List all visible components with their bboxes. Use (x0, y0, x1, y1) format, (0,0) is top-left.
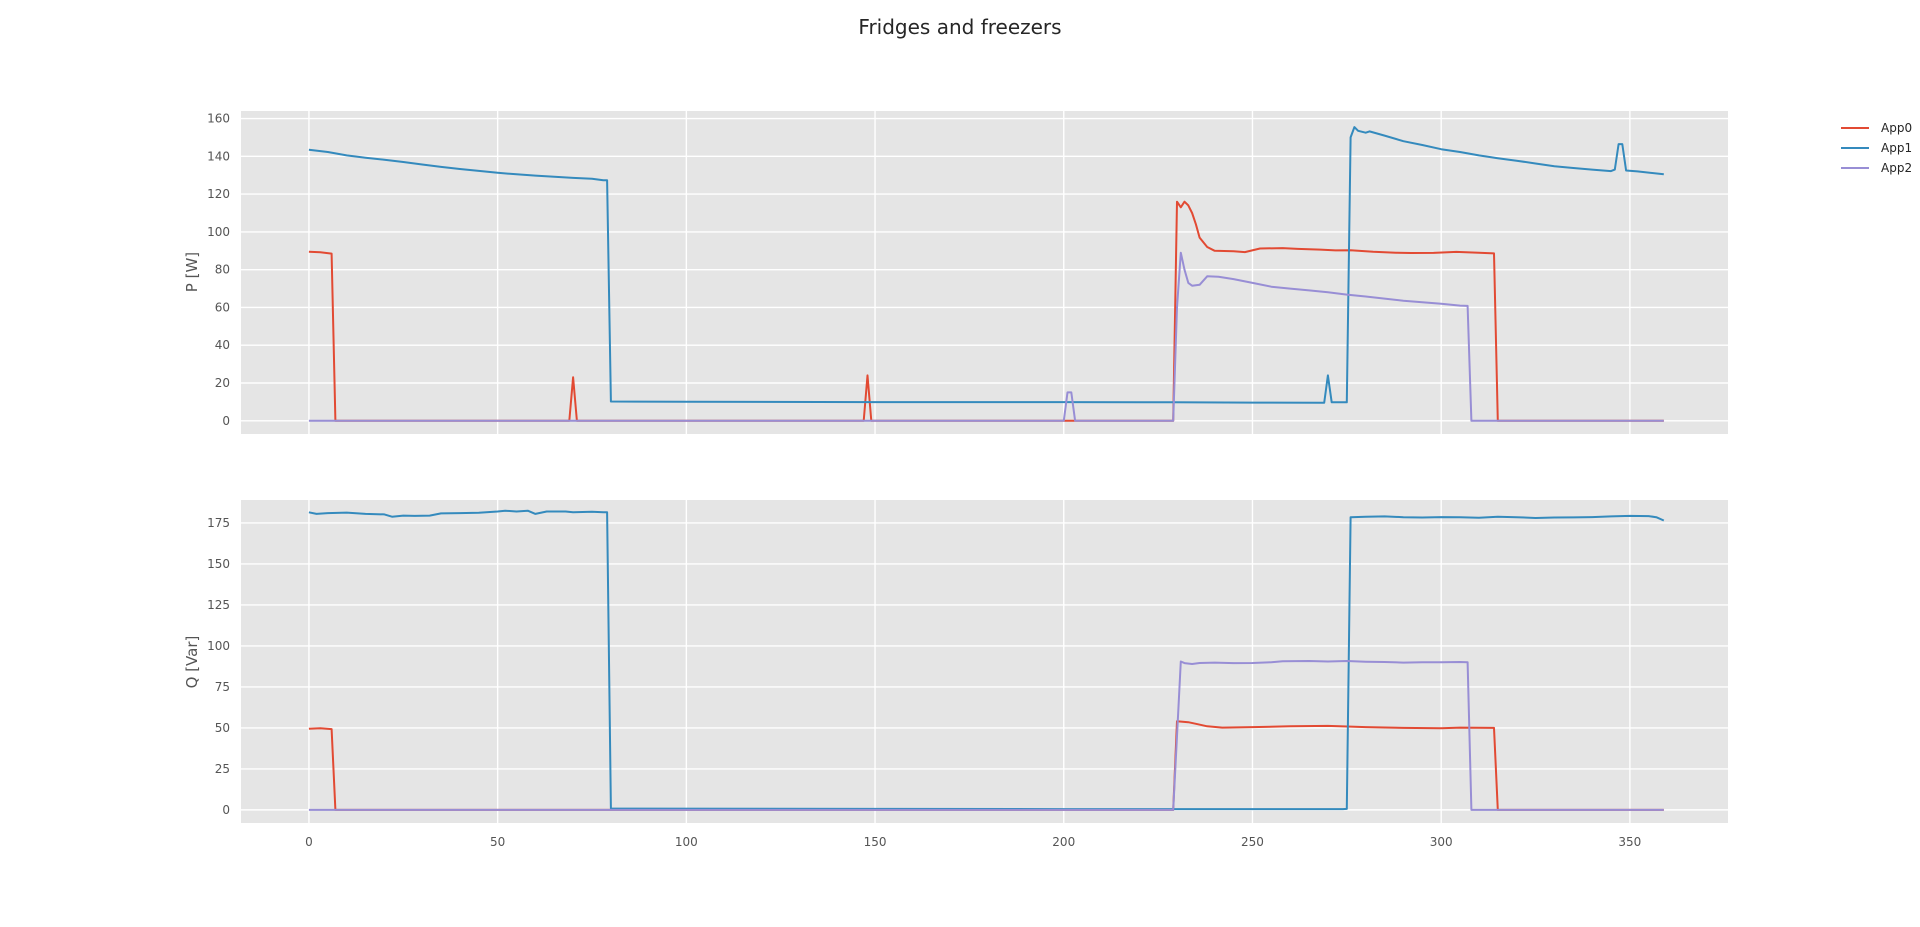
series-group-active-power (308, 126, 1664, 422)
x-tick-label-0: 0 (305, 835, 313, 849)
chart-title: Fridges and freezers (858, 15, 1061, 39)
y-tick-label-40: 40 (215, 338, 230, 352)
series-line-app2-active-power (308, 251, 1664, 422)
y-tick-label-160: 160 (207, 112, 230, 126)
x-tick-label-150: 150 (864, 835, 887, 849)
y-tick-label-80: 80 (215, 263, 230, 277)
legend: App0 App1 App2 (1841, 121, 1912, 175)
y-tick-label-120: 120 (207, 187, 230, 201)
legend-item-app1: App1 (1841, 141, 1912, 155)
series-line-app1-reactive-power (308, 509, 1665, 811)
y-ticks-reactive-power: 0 25 50 75 100 125 150 175 (207, 516, 230, 817)
series-line-app1-active-power (308, 126, 1664, 404)
x-tick-label-250: 250 (1241, 835, 1264, 849)
x-ticks-reactive-power: 0 50 100 150 200 250 300 350 (305, 835, 1641, 849)
x-tick-label-50: 50 (490, 835, 505, 849)
x-tick-label-100: 100 (675, 835, 698, 849)
x-tick-label-200: 200 (1052, 835, 1075, 849)
grid-reactive-power (241, 500, 1728, 823)
y-tick-label-175: 175 (207, 516, 230, 530)
x-tick-label-350: 350 (1618, 835, 1641, 849)
y-tick-label-50: 50 (215, 721, 230, 735)
y-tick-label-0: 0 (222, 803, 230, 817)
y-tick-label-0: 0 (222, 414, 230, 428)
legend-label-app0: App0 (1881, 121, 1912, 135)
y-tick-label-60: 60 (215, 300, 230, 314)
plot-area-reactive-power (241, 500, 1728, 823)
y-axis-label-reactive-power: Q [Var] (183, 636, 201, 689)
x-tick-label-300: 300 (1430, 835, 1453, 849)
legend-label-app2: App2 (1881, 161, 1912, 175)
series-group-reactive-power (308, 509, 1665, 811)
plot-area-active-power (241, 111, 1728, 434)
y-tick-label-150: 150 (207, 557, 230, 571)
y-ticks-active-power: 0 20 40 60 80 100 120 140 160 (207, 112, 230, 428)
y-tick-label-125: 125 (207, 598, 230, 612)
axes-reactive-power: 0 25 50 75 100 125 150 175 0 50 100 150 200 250 300 35… (183, 500, 1728, 849)
y-tick-label-20: 20 (215, 376, 230, 390)
y-tick-label-25: 25 (215, 762, 230, 776)
y-tick-label-75: 75 (215, 680, 230, 694)
legend-label-app1: App1 (1881, 141, 1912, 155)
y-axis-label-active-power: P [W] (183, 252, 201, 292)
legend-item-app0: App0 (1841, 121, 1912, 135)
axes-active-power: 0 20 40 60 80 100 120 140 160 P [W] (183, 111, 1728, 434)
y-tick-label-100: 100 (207, 225, 230, 239)
series-line-app2-reactive-power (308, 660, 1664, 811)
y-tick-label-140: 140 (207, 149, 230, 163)
legend-item-app2: App2 (1841, 161, 1912, 175)
y-tick-label-100: 100 (207, 639, 230, 653)
